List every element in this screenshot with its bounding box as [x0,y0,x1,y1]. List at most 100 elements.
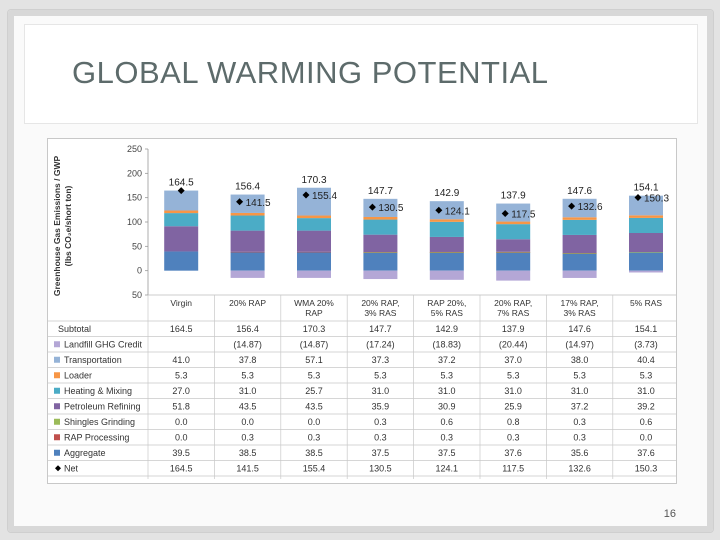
subtotal-data-label: 142.9 [434,188,459,199]
bar-segment [429,236,464,252]
bar-segment [629,195,663,216]
y-tick-label: 50 [132,241,142,251]
y-tick-label: 100 [127,217,142,227]
bar-segment-credit [562,270,597,278]
legend-marker [55,465,61,472]
table-cell: 37.6 [637,448,655,458]
bar-segment [629,232,663,253]
net-marker [302,191,310,199]
category-label: RAP 20%, 5% RAS [427,298,466,318]
table-cell: 137.9 [502,324,525,334]
table-cell: 0.3 [441,433,454,443]
table-cell: 27.0 [172,386,190,396]
bar-segment [562,253,597,254]
subtotal-data-label: 147.6 [567,186,592,197]
table-cell: 51.8 [172,402,190,412]
bar-segment-credit [429,270,464,280]
table-cell: 5.3 [507,371,520,381]
bar-segment [429,221,464,237]
subtotal-data-label: 154.1 [633,183,658,194]
bar-segment [496,203,531,222]
table-cell: 31.0 [438,386,456,396]
bar-segment [496,252,531,253]
table-cell: 0.3 [573,433,586,443]
legend-swatch [54,434,60,441]
bar-segment [297,230,331,252]
bar-segment [297,215,331,219]
table-cell: 150.3 [635,464,658,474]
bar-segment-credit [230,270,265,278]
table-cell: 130.5 [369,464,392,474]
legend-swatch [54,449,60,456]
bar-segment [230,251,265,253]
y-axis-title-line: Greenhouse Gas Emissions / GWP [52,156,62,297]
y-tick-label: 250 [127,144,142,154]
table-cell: 0.0 [175,417,188,427]
table-row-label: RAP Processing [64,433,129,443]
bar-segment [562,234,597,254]
y-axis-title-line: (lbs CO₂e/short ton) [63,185,73,266]
legend-swatch [54,356,60,363]
bar-segment [297,251,331,271]
bar-segment [562,219,597,235]
table-cell: 43.5 [239,402,257,412]
table-cell: 40.4 [637,355,655,365]
table-cell: 0.0 [308,417,321,427]
table-cell: (14.87) [233,340,262,350]
table-cell: 5.3 [308,371,321,381]
net-data-label: 117.5 [511,209,536,220]
table-cell: (14.97) [565,340,594,350]
legend-swatch [54,341,60,348]
table-cell: 5.3 [175,371,188,381]
table-cell: 57.1 [305,355,323,365]
net-data-label: 132.6 [578,202,603,213]
table-cell: 164.5 [170,464,193,474]
bar-segment [230,215,265,231]
subtotal-data-label: 170.3 [301,175,326,186]
subtotal-data-label: 164.5 [169,178,194,189]
table-cell: 39.2 [637,402,655,412]
table-cell: 41.0 [172,355,190,365]
net-marker [435,206,443,214]
table-cell: (18.83) [433,340,462,350]
table-row-label: Subtotal [58,324,91,334]
table-cell: 31.0 [571,386,589,396]
gwp-chart: Greenhouse Gas Emissions / GWP (lbs CO₂e/… [48,144,676,479]
table-row-label: Transportation [64,355,122,365]
subtotal-data-label: 156.4 [235,182,260,193]
bar-segment [297,218,331,231]
bar-segment [363,234,398,253]
category-label: 20% RAP, 7% RAS [494,298,532,318]
bar-segment [363,219,398,235]
table-cell: 37.8 [239,355,257,365]
table-cell: 37.6 [504,448,522,458]
table-cell: 25.7 [305,386,323,396]
table-cell: 156.4 [236,324,259,334]
table-cell: 0.6 [441,417,454,427]
table-cell: 0.3 [374,417,387,427]
bar-segment [629,215,663,218]
net-marker [568,202,576,210]
table-cell: 0.0 [640,433,653,443]
table-cell: 25.9 [504,402,522,412]
table-cell: 0.3 [308,433,321,443]
table-row-label: Net [64,464,79,474]
table-cell: (20.44) [499,340,528,350]
table-cell: 37.5 [438,448,456,458]
bar-segment [164,190,199,211]
table-cell: 31.0 [239,386,257,396]
table-cell: 37.2 [438,355,456,365]
legend-swatch [54,403,60,410]
category-label: 17% RAP, 3% RAS [561,298,599,318]
bar-segment [230,230,265,252]
table-cell: 35.6 [571,448,589,458]
table-cell: 0.3 [573,417,586,427]
table-cell: 124.1 [436,464,459,474]
table-cell: 0.3 [507,433,520,443]
subtotal-data-label: 137.9 [501,191,526,202]
bar-segment [230,251,265,271]
y-tick-label: 150 [127,193,142,203]
table-cell: 147.7 [369,324,392,334]
bar-segment [164,210,199,214]
table-cell: 170.3 [303,324,326,334]
